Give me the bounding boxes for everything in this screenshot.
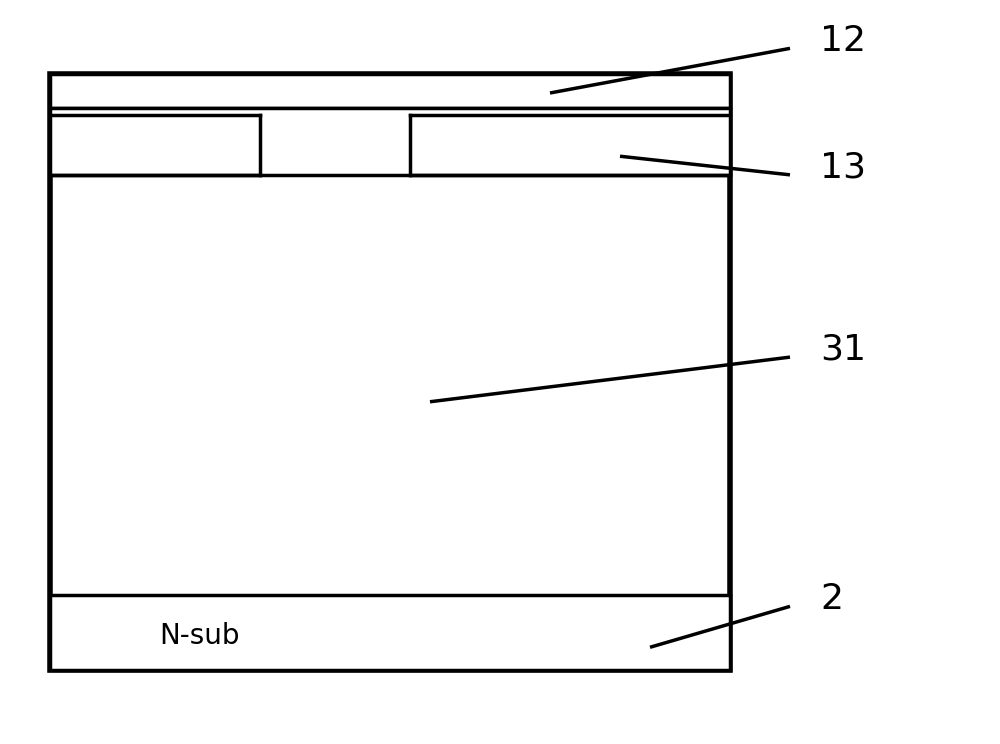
Text: 31: 31 [820, 333, 866, 367]
Bar [50, 595, 730, 670]
Text: 13: 13 [820, 150, 866, 185]
Text: 12: 12 [820, 24, 866, 58]
Text: N-sub: N-sub [160, 622, 240, 650]
Bar [50, 74, 730, 670]
Bar [50, 108, 730, 175]
Text: 2: 2 [820, 582, 843, 616]
Bar [50, 74, 730, 108]
